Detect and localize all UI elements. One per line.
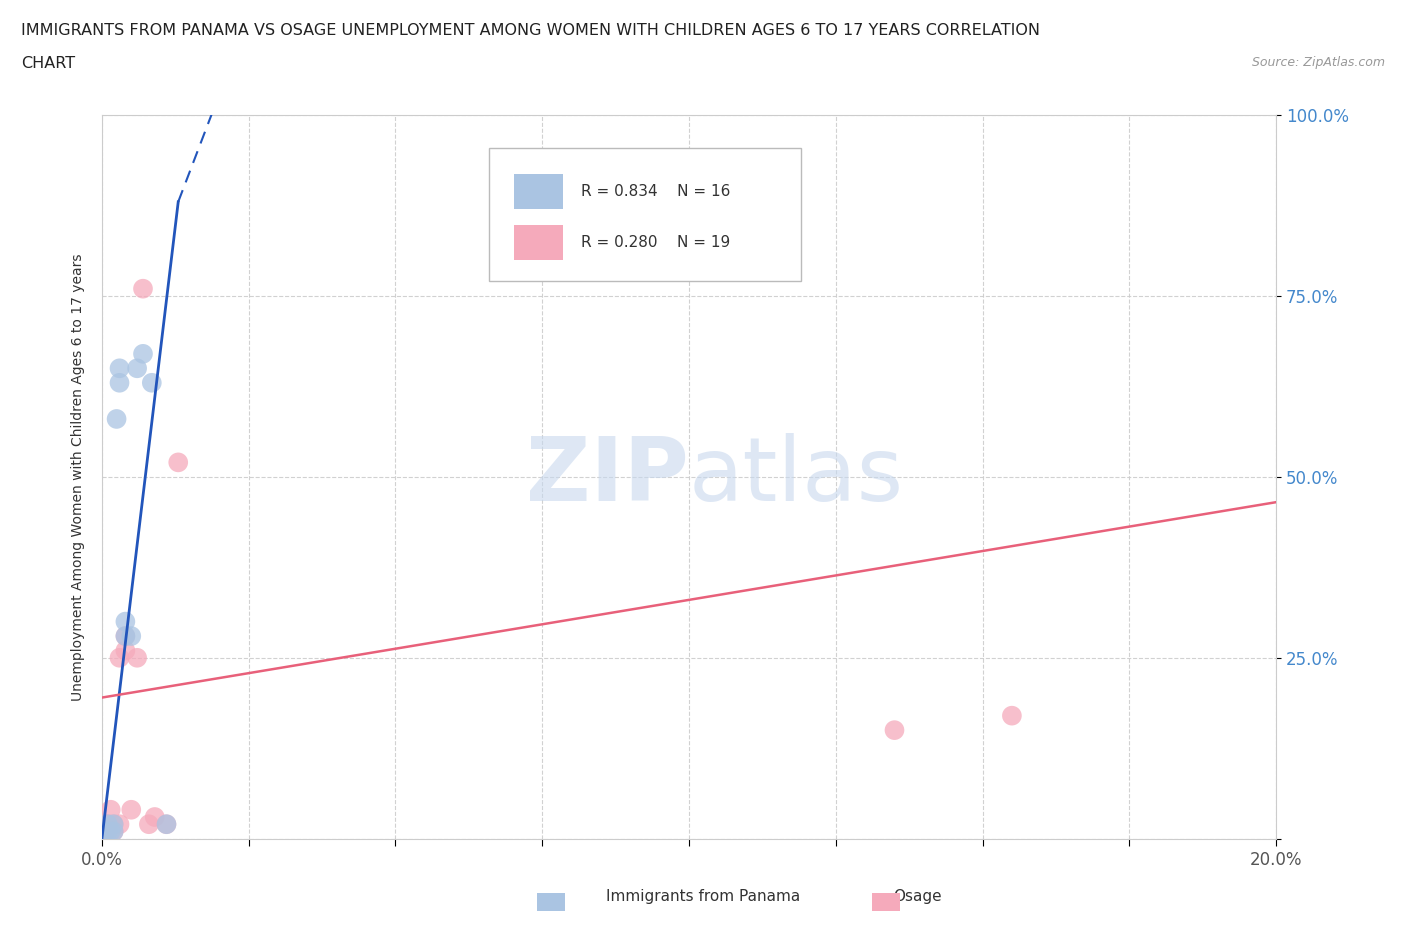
Point: [94, 824, 117, 839]
Text: atlas: atlas: [689, 433, 904, 521]
Point: [108, 650, 131, 665]
Point: [127, 361, 149, 376]
Point: [132, 281, 155, 296]
Text: Source: ZipAtlas.com: Source: ZipAtlas.com: [1251, 56, 1385, 69]
Point: [127, 650, 149, 665]
Point: [132, 346, 155, 361]
Text: R = 0.280    N = 19: R = 0.280 N = 19: [581, 235, 730, 250]
Point: [103, 824, 125, 839]
Point: [103, 817, 125, 831]
FancyBboxPatch shape: [515, 174, 564, 209]
FancyBboxPatch shape: [515, 225, 564, 259]
Point: [108, 817, 131, 831]
Point: [120, 803, 142, 817]
Point: [167, 455, 190, 470]
Point: [141, 376, 163, 391]
Point: [103, 824, 125, 839]
Text: Osage: Osage: [893, 889, 942, 904]
Point: [114, 629, 136, 644]
Point: [114, 643, 136, 658]
Point: [114, 629, 136, 644]
Point: [97, 817, 120, 831]
Point: [100, 824, 122, 839]
Point: [103, 817, 125, 831]
Point: [97, 824, 120, 839]
Point: [155, 817, 177, 831]
Point: [100, 803, 122, 817]
Point: [1001, 709, 1024, 724]
Text: CHART: CHART: [21, 56, 75, 71]
Point: [94, 824, 117, 839]
Point: [108, 376, 131, 391]
Y-axis label: Unemployment Among Women with Children Ages 6 to 17 years: Unemployment Among Women with Children A…: [72, 253, 86, 700]
Point: [155, 817, 177, 831]
Point: [108, 361, 131, 376]
Point: [114, 614, 136, 629]
Point: [120, 629, 142, 644]
Point: [105, 411, 128, 426]
Point: [97, 817, 120, 831]
Text: R = 0.834    N = 16: R = 0.834 N = 16: [581, 184, 730, 199]
Text: Immigrants from Panama: Immigrants from Panama: [606, 889, 800, 904]
Point: [97, 824, 120, 839]
Point: [138, 817, 160, 831]
Point: [143, 809, 166, 824]
Point: [883, 723, 905, 737]
FancyBboxPatch shape: [489, 148, 800, 282]
Text: IMMIGRANTS FROM PANAMA VS OSAGE UNEMPLOYMENT AMONG WOMEN WITH CHILDREN AGES 6 TO: IMMIGRANTS FROM PANAMA VS OSAGE UNEMPLOY…: [21, 23, 1040, 38]
Text: ZIP: ZIP: [526, 433, 689, 521]
